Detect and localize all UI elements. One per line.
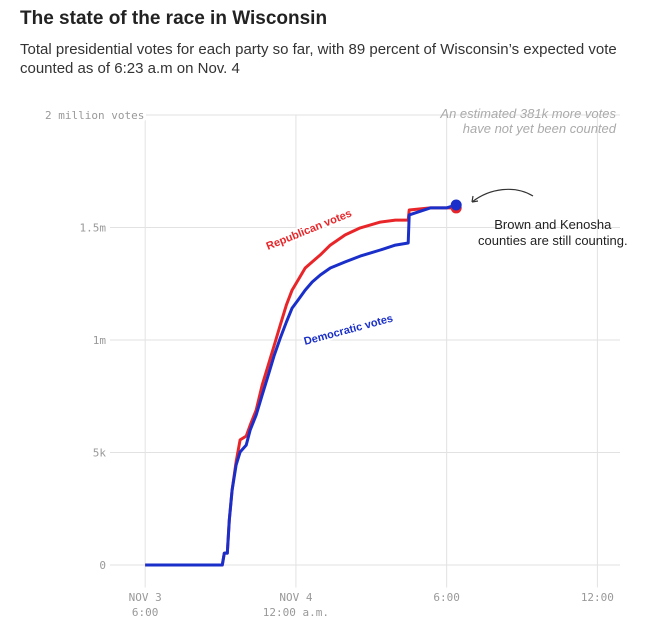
y-tick-label: 5k	[93, 447, 107, 460]
annotation: Brown and Kenosha counties are still cou…	[478, 217, 628, 248]
y-tick-label: 1.5m	[80, 222, 107, 235]
grid	[110, 114, 620, 588]
annotation: An estimated 381k more votes have not ye…	[440, 106, 616, 136]
y-tick-label: 0	[99, 559, 106, 572]
y-tick-label: 2 million votes	[45, 109, 144, 122]
chart-title: The state of the race in Wisconsin	[20, 8, 328, 29]
series-line	[145, 206, 457, 567]
chart-subtitle: Total presidential votes for each party …	[20, 41, 617, 77]
series-label: Democratic votes	[303, 313, 395, 348]
series-label: Republican votes	[265, 208, 354, 253]
arrow-head	[471, 195, 479, 203]
x-tick-label: 12:00	[580, 591, 614, 604]
annotation-arrow	[471, 188, 534, 203]
x-tick-label: NOV 3 6:00	[128, 591, 162, 619]
x-tick-label: 6:00	[433, 591, 460, 604]
x-tick-label: NOV 4 12:00 a.m.	[262, 591, 330, 619]
y-tick-label: 1m	[93, 334, 107, 347]
series-line	[145, 203, 457, 567]
latest-point	[450, 199, 462, 211]
